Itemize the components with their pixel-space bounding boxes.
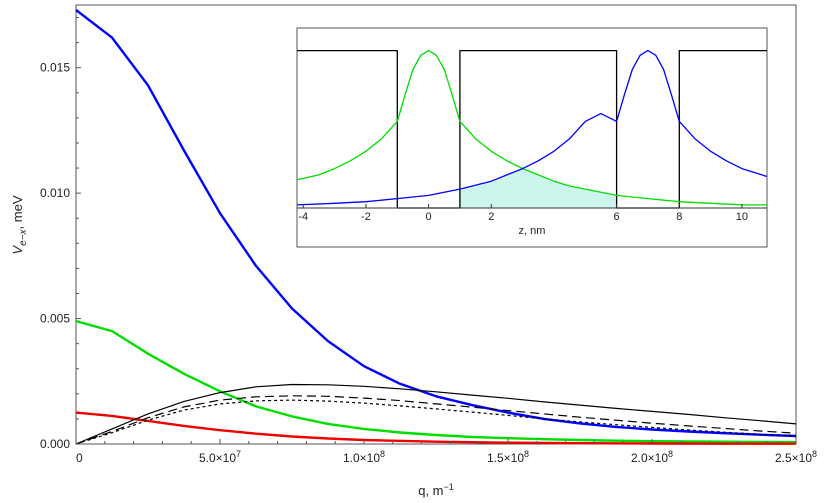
x-tick-label-exponent: 8: [812, 449, 817, 459]
inset-series-line: [296, 49, 767, 206]
series-line: [75, 9, 797, 438]
inset-x-tick-label: 10: [736, 211, 748, 223]
inset-series-line: [296, 49, 768, 206]
x-tick-label-mantissa: 1.5×10: [487, 451, 524, 465]
x-tick-label-exponent: 8: [668, 449, 673, 459]
y-axis-title-subscript: e−x: [18, 228, 29, 245]
main-x-axis: 0 5.0×107 1.0×108 1.5×108 2.0×108 2.5×108: [75, 439, 817, 465]
inset-x-tick-label: -2: [361, 211, 371, 223]
inset-x-tick-label: 2: [488, 211, 494, 223]
y-tick-label: 0.015: [40, 61, 70, 75]
x-tick-label: 1.5×108: [487, 449, 529, 465]
y-tick-label: 0.010: [40, 186, 70, 200]
inset-x-tick-label: 8: [676, 211, 682, 223]
x-tick-label: 2.5×108: [775, 449, 817, 465]
inset-x-tick-label: -4: [298, 211, 308, 223]
x-tick-label-exponent: 8: [524, 449, 529, 459]
x-tick-label-mantissa: 1.0×10: [343, 451, 380, 465]
inset-x-axis-title: z, nm: [519, 225, 546, 237]
y-tick-label: 0.005: [40, 312, 70, 326]
x-tick-label: 2.0×108: [631, 449, 673, 465]
inset-series-group: [296, 49, 768, 209]
x-tick-label: 1.0×108: [343, 449, 385, 465]
x-tick-label-exponent: 7: [236, 449, 241, 459]
x-axis-title-main: q, m: [418, 483, 443, 498]
inset-plot: -4 -2 0 2 6 8 10 z, nm: [296, 27, 768, 248]
series-line: [75, 383, 797, 445]
x-tick-label-exponent: 8: [380, 449, 385, 459]
inset-background: [296, 27, 768, 248]
series-line: [75, 411, 796, 445]
y-axis-title-unit: , meV: [10, 195, 25, 229]
inset-x-tick-label: 6: [614, 211, 620, 223]
x-tick-label-mantissa: 2.0×10: [631, 451, 668, 465]
x-tick-label-mantissa: 5.0×10: [199, 451, 236, 465]
x-tick-label: 0: [76, 451, 83, 465]
main-plot-frame: [75, 4, 797, 445]
main-y-axis: 0.000 0.005 0.010 0.015: [40, 17, 81, 451]
main-plot: 0 5.0×107 1.0×108 1.5×108 2.0×108 2.5×108 0.0…: [40, 4, 817, 465]
y-axis-title-main: V: [10, 245, 25, 255]
y-tick-label: 0.000: [40, 437, 70, 451]
y-axis-title: Ve−x, meV: [10, 195, 29, 254]
series-line: [75, 399, 797, 445]
series-line: [75, 395, 797, 445]
x-tick-label-mantissa: 0: [76, 451, 83, 465]
main-series-group: [75, 9, 797, 445]
x-tick-label: 5.0×107: [199, 449, 241, 465]
x-axis-title: q, m−1: [418, 482, 454, 498]
series-line: [75, 319, 797, 444]
x-tick-label-mantissa: 2.5×10: [775, 451, 812, 465]
inset-series-line: [297, 49, 767, 209]
x-axis-title-exponent: −1: [444, 482, 454, 492]
svg-text:Ve−x, meV: Ve−x, meV: [10, 195, 29, 254]
inset-x-tick-label: 0: [426, 211, 432, 223]
inset-x-axis: -4 -2 0 2 6 8 10: [298, 204, 748, 223]
